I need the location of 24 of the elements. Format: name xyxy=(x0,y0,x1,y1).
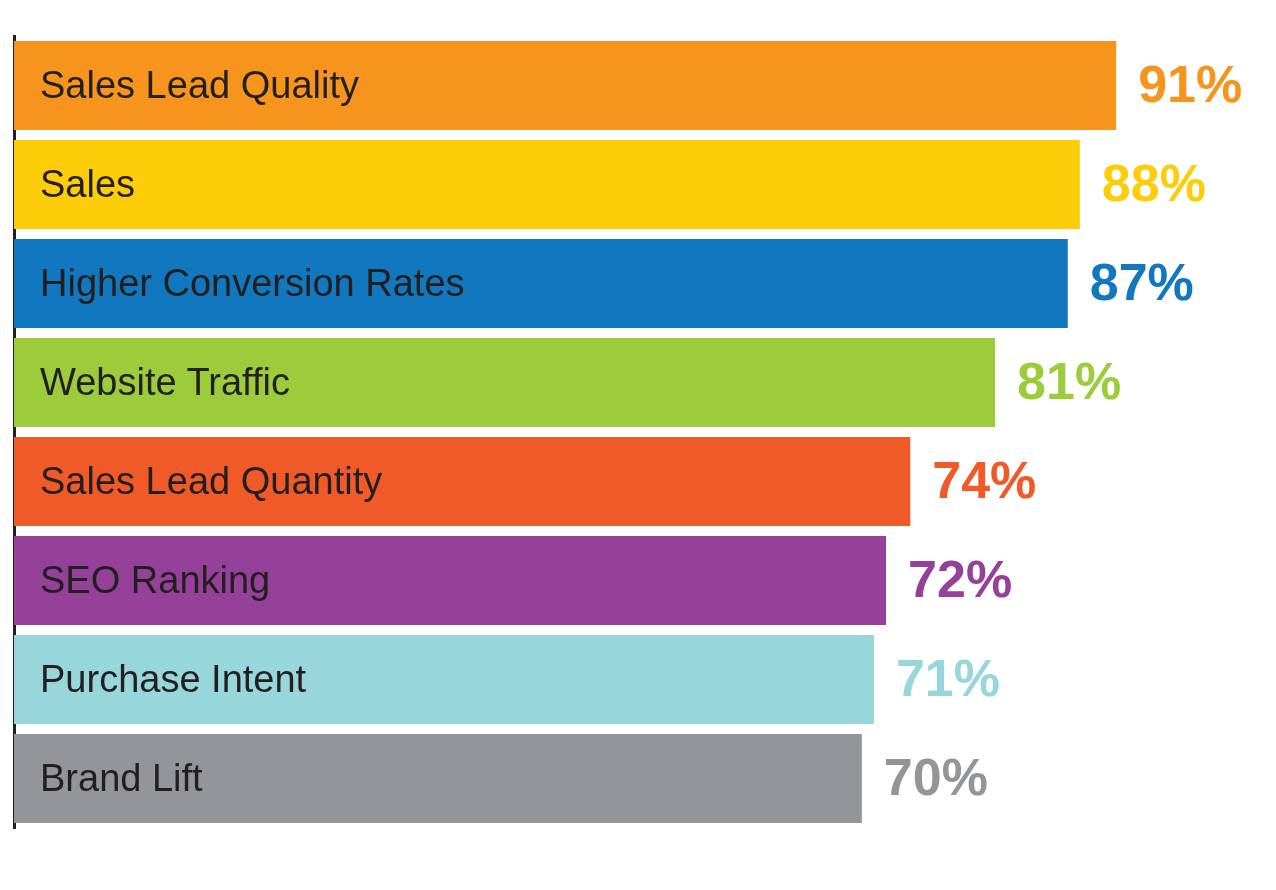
y-tick-label: Higher Conversion Rates xyxy=(40,261,465,304)
data-label: 70% xyxy=(883,747,988,806)
y-tick-label: Sales Lead Quantity xyxy=(40,459,383,502)
y-tick-label: Website Traffic xyxy=(40,360,290,403)
data-label: 91% xyxy=(1138,54,1243,113)
data-label: 72% xyxy=(908,549,1013,608)
y-tick-label: Sales Lead Quality xyxy=(40,63,359,106)
data-label: 87% xyxy=(1089,252,1194,311)
bar xyxy=(14,238,1068,329)
bar xyxy=(14,535,887,626)
y-tick-label: Brand Lift xyxy=(40,756,204,799)
data-label: 88% xyxy=(1101,153,1206,212)
y-tick-label: SEO Ranking xyxy=(40,558,271,601)
bar xyxy=(14,337,996,428)
bar xyxy=(14,634,874,725)
data-label: 74% xyxy=(932,450,1037,509)
data-label: 81% xyxy=(1017,351,1122,410)
bar xyxy=(14,733,862,824)
bar xyxy=(14,436,911,527)
y-tick-label: Sales xyxy=(40,162,136,205)
bar xyxy=(14,139,1080,230)
y-tick-label: Purchase Intent xyxy=(40,657,307,700)
bar xyxy=(14,40,1117,131)
data-label: 71% xyxy=(895,648,1001,707)
